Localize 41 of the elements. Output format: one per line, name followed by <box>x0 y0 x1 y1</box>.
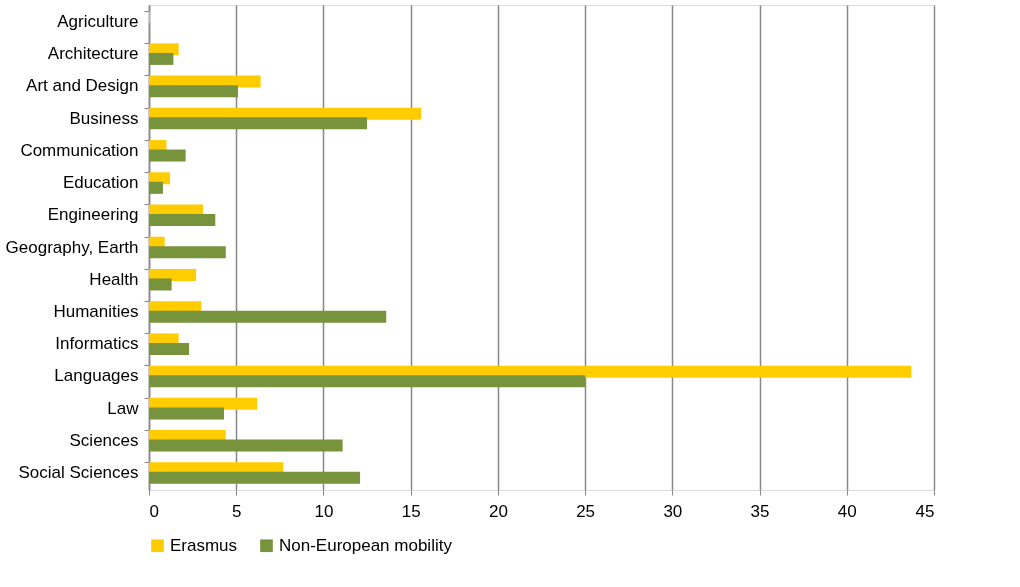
bar <box>149 375 586 388</box>
y-tick-label: Social Sciences <box>18 463 139 483</box>
bar <box>149 342 190 355</box>
x-tick-label: 45 <box>915 501 935 521</box>
y-tick-label: Health <box>89 269 139 289</box>
x-tick-label: 15 <box>401 501 421 521</box>
bar <box>149 117 368 130</box>
x-tick-label: 25 <box>576 501 596 521</box>
y-tick-label: Art and Design <box>26 76 139 96</box>
x-tick-label: 35 <box>750 501 770 521</box>
x-tick-label: 0 <box>149 501 159 521</box>
y-tick-label: Engineering <box>47 205 139 225</box>
y-tick-label: Business <box>69 108 139 128</box>
bar <box>149 85 238 98</box>
y-tick-label: Architecture <box>47 44 139 64</box>
y-tick-label: Education <box>62 173 139 193</box>
y-tick-label: Languages <box>54 366 139 386</box>
bar <box>149 246 226 259</box>
x-tick-label: 40 <box>837 501 857 521</box>
x-tick-label: 5 <box>231 501 242 521</box>
legend-label: Erasmus <box>170 535 238 555</box>
x-tick-label: 10 <box>314 501 334 521</box>
legend-label: Non-European mobility <box>279 535 453 555</box>
y-tick-label: Humanities <box>53 301 139 321</box>
bar <box>149 471 361 484</box>
y-tick-label: Informatics <box>55 334 139 354</box>
bar <box>149 310 387 323</box>
bar <box>149 149 186 162</box>
y-tick-label: Agriculture <box>57 11 139 31</box>
bar <box>149 439 343 452</box>
bar <box>149 278 172 291</box>
bar <box>149 181 163 194</box>
y-tick-label: Communication <box>20 140 139 160</box>
bar <box>149 214 216 227</box>
y-tick-label: Geography, Earth <box>5 237 139 257</box>
y-tick-label: Sciences <box>69 430 139 450</box>
x-tick-label: 20 <box>488 501 508 521</box>
x-tick-label: 30 <box>663 501 683 521</box>
bar <box>149 52 174 65</box>
y-tick-label: Law <box>107 398 140 418</box>
bar <box>149 407 225 420</box>
